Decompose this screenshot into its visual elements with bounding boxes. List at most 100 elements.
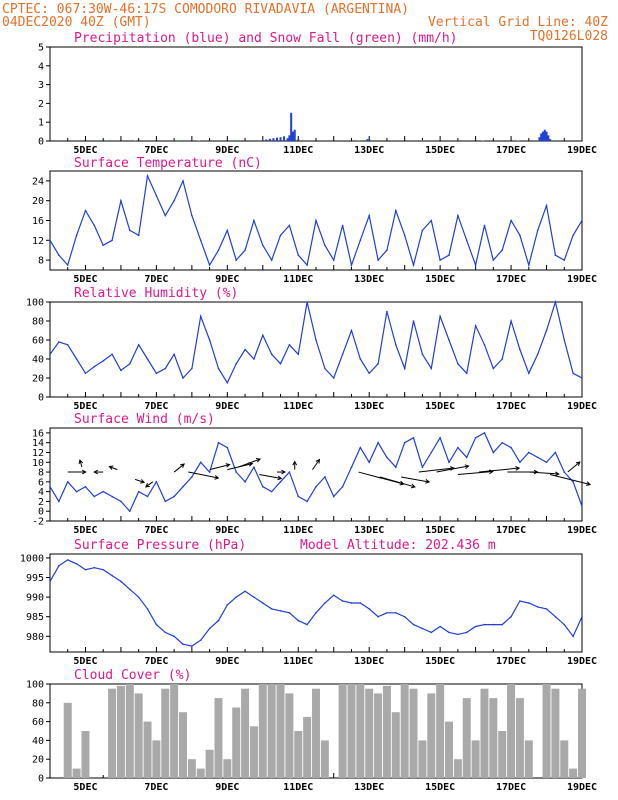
temperature-ytick-label: 8 [38, 256, 44, 267]
pressure-point [341, 600, 344, 602]
wind-arrow-head [140, 479, 146, 484]
cloud-xtick-label: 7DEC [144, 782, 168, 793]
humidity-point [528, 372, 530, 375]
wind-xtick-label: 13DEC [354, 525, 384, 536]
precip-bar [254, 140, 257, 141]
temperature-point [120, 199, 122, 202]
cloud-bar [400, 684, 409, 778]
precip-bar [366, 139, 369, 141]
humidity-xtick-label: 7DEC [144, 401, 168, 412]
pressure-point [279, 610, 282, 612]
pressure-title: Surface Pressure (hPa) [74, 538, 246, 553]
wind-point [66, 481, 69, 483]
temperature-point [262, 244, 264, 247]
temperature-point [439, 259, 441, 261]
cloud-xtick-label: 17DEC [496, 782, 526, 793]
cloud-bar [320, 740, 329, 778]
pressure-point [120, 580, 122, 583]
cloud-bar [116, 685, 125, 778]
wind-point [536, 456, 539, 459]
humidity-point [297, 353, 300, 356]
wind-point [279, 481, 282, 483]
wind-point [350, 466, 353, 468]
pressure-xtick-label: 11DEC [283, 656, 313, 667]
temperature-point [226, 229, 229, 232]
cloud-bar [507, 684, 516, 778]
cloud-bar [436, 684, 445, 778]
pressure-point [536, 606, 539, 608]
temperature-xtick-label: 9DEC [215, 274, 239, 285]
wind-arrow [528, 471, 559, 475]
wind-point [563, 471, 566, 473]
pressure-point [501, 623, 504, 626]
cloud-bar [489, 698, 498, 778]
precip-bar [265, 139, 268, 141]
cloud-bar [81, 731, 90, 778]
humidity-point [244, 348, 246, 351]
precip-bar [545, 131, 548, 141]
precip-bar [279, 137, 282, 141]
humidity-point [430, 367, 433, 370]
wind-point [581, 505, 583, 508]
temperature-point [368, 214, 371, 217]
wind-xtick-label: 19DEC [567, 525, 597, 536]
temperature-point [554, 254, 557, 256]
temperature-point [49, 239, 51, 242]
cloud-bar [578, 688, 586, 778]
pressure-ytick-label: 1000 [20, 553, 44, 564]
humidity-point [545, 329, 548, 332]
cloud-bar [125, 684, 134, 778]
cloud-bar [267, 684, 276, 778]
precip-bar [368, 139, 371, 141]
pressure-point [563, 623, 566, 626]
cloud-bar [249, 726, 258, 778]
humidity-point [75, 358, 78, 360]
cloud-bar [551, 688, 560, 778]
pressure-point [581, 615, 583, 618]
humidity-point [572, 372, 574, 375]
precip-bar [288, 135, 291, 141]
humidity-point [120, 369, 122, 372]
precip-bar [236, 140, 239, 141]
precip-xtick-label: 13DEC [354, 145, 384, 156]
precip-bar [283, 136, 286, 141]
cloud-bar [542, 684, 551, 778]
wind-point [306, 500, 308, 503]
humidity-point [421, 353, 424, 356]
cloud-bar [391, 712, 400, 778]
temperature-point [528, 264, 530, 266]
precip-bar [541, 131, 544, 141]
humidity-ytick-label: 100 [26, 298, 44, 309]
temperature-point [288, 224, 291, 227]
humidity-ytick-label: 60 [32, 336, 44, 347]
wind-arrow [173, 463, 185, 473]
temperature-point [58, 254, 60, 256]
humidity-frame [49, 301, 583, 398]
temperature-xtick-label: 13DEC [354, 274, 384, 285]
cloud-bar [241, 688, 250, 778]
pressure-point [58, 564, 60, 567]
pressure-point [244, 590, 246, 593]
pressure-ytick-label: 980 [26, 632, 44, 643]
wind-point [137, 490, 140, 493]
cloud-bar [462, 698, 471, 778]
precip-bar [134, 140, 137, 141]
humidity-ytick-label: 20 [32, 374, 44, 385]
humidity-point [412, 320, 415, 322]
wind-point [430, 451, 433, 454]
wind-xtick-label: 17DEC [496, 525, 526, 536]
pressure-point [465, 631, 468, 634]
pressure-point [528, 602, 530, 604]
pressure-point [191, 645, 193, 647]
wind-arrow [567, 461, 581, 473]
wind-point [155, 481, 158, 483]
temperature-point [191, 214, 193, 217]
precip-bar [293, 129, 296, 141]
humidity-point [66, 343, 69, 346]
temperature-ytick-label: 12 [32, 236, 44, 247]
wind-arrow [436, 465, 469, 473]
humidity-xtick-label: 17DEC [496, 401, 526, 412]
precip-xtick-label: 7DEC [144, 145, 168, 156]
humidity-ytick-label: 40 [32, 355, 44, 366]
wind-arrow-head [586, 481, 592, 486]
